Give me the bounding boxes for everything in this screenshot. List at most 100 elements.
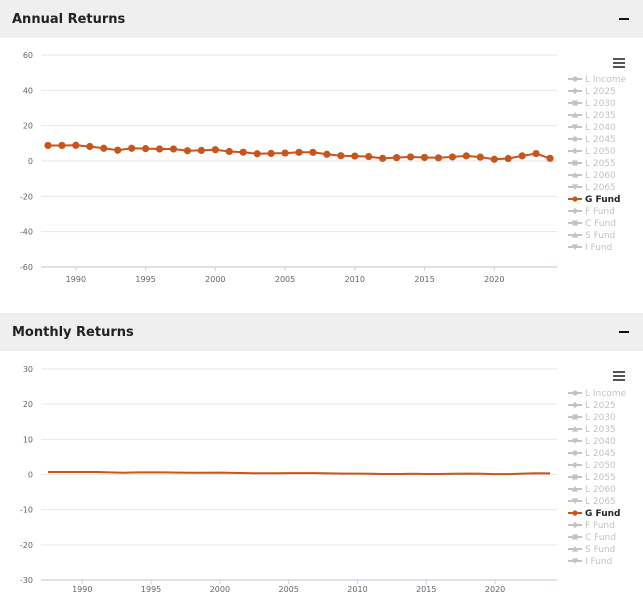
legend-item[interactable]: L Income xyxy=(568,75,626,85)
hamburger-menu-icon[interactable] xyxy=(613,58,625,68)
data-point[interactable] xyxy=(337,152,345,160)
legend-item[interactable]: L 2030 xyxy=(568,99,616,109)
data-point[interactable] xyxy=(309,148,317,156)
legend-label[interactable]: L 2050 xyxy=(585,147,616,157)
data-point[interactable] xyxy=(211,146,219,154)
data-point[interactable] xyxy=(100,144,108,152)
data-point[interactable] xyxy=(365,152,373,161)
data-point[interactable] xyxy=(197,146,205,154)
legend-label[interactable]: L 2055 xyxy=(585,159,616,169)
data-point[interactable] xyxy=(406,153,415,161)
legend-item[interactable]: L 2065 xyxy=(568,183,616,193)
legend-label[interactable]: L 2040 xyxy=(585,123,616,133)
data-point[interactable] xyxy=(225,147,233,156)
legend-label[interactable]: L 2045 xyxy=(585,449,616,459)
data-point[interactable] xyxy=(295,148,303,156)
data-point[interactable] xyxy=(490,155,498,163)
legend-item[interactable]: I Fund xyxy=(568,557,612,567)
legend-label[interactable]: L 2065 xyxy=(585,183,616,193)
data-point[interactable] xyxy=(128,144,136,152)
data-point[interactable] xyxy=(434,154,443,162)
hamburger-menu-icon[interactable] xyxy=(613,371,625,381)
legend-label[interactable]: L Income xyxy=(585,75,626,85)
data-point[interactable] xyxy=(141,145,150,153)
legend-item[interactable]: G Fund xyxy=(568,509,620,519)
data-point[interactable] xyxy=(323,150,331,158)
legend-label[interactable]: C Fund xyxy=(585,219,616,229)
legend-item[interactable]: L 2045 xyxy=(568,449,616,459)
legend-item[interactable]: L 2035 xyxy=(568,425,616,435)
legend-item[interactable]: S Fund xyxy=(568,545,615,555)
legend-label[interactable]: L 2060 xyxy=(585,171,616,181)
data-point[interactable] xyxy=(253,150,261,158)
legend-item[interactable]: L 2025 xyxy=(568,87,616,97)
legend-item[interactable]: L 2045 xyxy=(568,135,616,145)
data-point[interactable] xyxy=(183,147,192,155)
legend-item[interactable]: L 2050 xyxy=(568,461,616,471)
legend-label[interactable]: L 2050 xyxy=(585,461,616,471)
data-point[interactable] xyxy=(281,149,289,157)
data-point[interactable] xyxy=(504,154,512,163)
data-point[interactable] xyxy=(351,152,359,160)
legend-label[interactable]: G Fund xyxy=(585,509,620,519)
legend-label[interactable]: L 2065 xyxy=(585,497,616,507)
legend-label[interactable]: I Fund xyxy=(585,243,612,253)
legend-label[interactable]: S Fund xyxy=(585,545,615,555)
data-point[interactable] xyxy=(476,153,484,161)
collapse-monthly-button[interactable] xyxy=(619,331,629,333)
data-point[interactable] xyxy=(169,145,178,153)
data-point[interactable] xyxy=(462,152,470,160)
legend-label[interactable]: I Fund xyxy=(585,557,612,567)
data-point[interactable] xyxy=(114,146,122,154)
legend-item[interactable]: C Fund xyxy=(568,219,616,229)
data-point[interactable] xyxy=(44,141,52,150)
data-point[interactable] xyxy=(86,142,94,151)
legend-item[interactable]: L 2060 xyxy=(568,485,616,495)
legend-item[interactable]: L 2065 xyxy=(568,497,616,507)
data-point[interactable] xyxy=(72,141,80,149)
legend-item[interactable]: F Fund xyxy=(568,207,615,217)
legend-label[interactable]: L 2025 xyxy=(585,401,616,411)
legend-item[interactable]: L 2055 xyxy=(568,473,616,483)
data-point[interactable] xyxy=(58,141,66,150)
legend-label[interactable]: L 2060 xyxy=(585,485,616,495)
legend-item[interactable]: L 2050 xyxy=(568,147,616,157)
collapse-annual-button[interactable] xyxy=(619,18,629,20)
data-point[interactable] xyxy=(239,148,247,156)
legend-item[interactable]: L 2025 xyxy=(568,401,616,411)
legend-item[interactable]: L 2040 xyxy=(568,123,616,133)
legend-label[interactable]: L 2035 xyxy=(585,111,616,121)
legend-label[interactable]: L Income xyxy=(585,389,626,399)
legend-label[interactable]: L 2030 xyxy=(585,99,616,109)
data-point[interactable] xyxy=(448,153,457,161)
legend-item[interactable]: I Fund xyxy=(568,243,612,253)
legend-label[interactable]: L 2040 xyxy=(585,437,616,447)
legend-item[interactable]: F Fund xyxy=(568,521,615,531)
data-point[interactable] xyxy=(532,149,540,158)
data-point[interactable] xyxy=(546,154,554,162)
legend-label[interactable]: L 2030 xyxy=(585,413,616,423)
legend-item[interactable]: G Fund xyxy=(568,195,620,205)
data-point[interactable] xyxy=(393,154,401,162)
legend-item[interactable]: L 2030 xyxy=(568,413,616,423)
legend-label[interactable]: F Fund xyxy=(585,521,615,531)
data-point[interactable] xyxy=(379,154,387,162)
legend-item[interactable]: L Income xyxy=(568,389,626,399)
legend-label[interactable]: L 2045 xyxy=(585,135,616,145)
legend-item[interactable]: L 2035 xyxy=(568,111,616,121)
legend-label[interactable]: L 2035 xyxy=(585,425,616,435)
data-point[interactable] xyxy=(420,153,429,162)
legend-item[interactable]: L 2040 xyxy=(568,437,616,447)
data-point[interactable] xyxy=(518,152,526,160)
legend-item[interactable]: C Fund xyxy=(568,533,616,543)
legend-item[interactable]: S Fund xyxy=(568,231,615,241)
data-point[interactable] xyxy=(155,145,164,153)
legend-label[interactable]: S Fund xyxy=(585,231,615,241)
legend-item[interactable]: L 2055 xyxy=(568,159,616,169)
legend-label[interactable]: G Fund xyxy=(585,195,620,205)
data-point[interactable] xyxy=(267,149,275,158)
legend-label[interactable]: F Fund xyxy=(585,207,615,217)
legend-label[interactable]: L 2055 xyxy=(585,473,616,483)
legend-label[interactable]: L 2025 xyxy=(585,87,616,97)
legend-item[interactable]: L 2060 xyxy=(568,171,616,181)
